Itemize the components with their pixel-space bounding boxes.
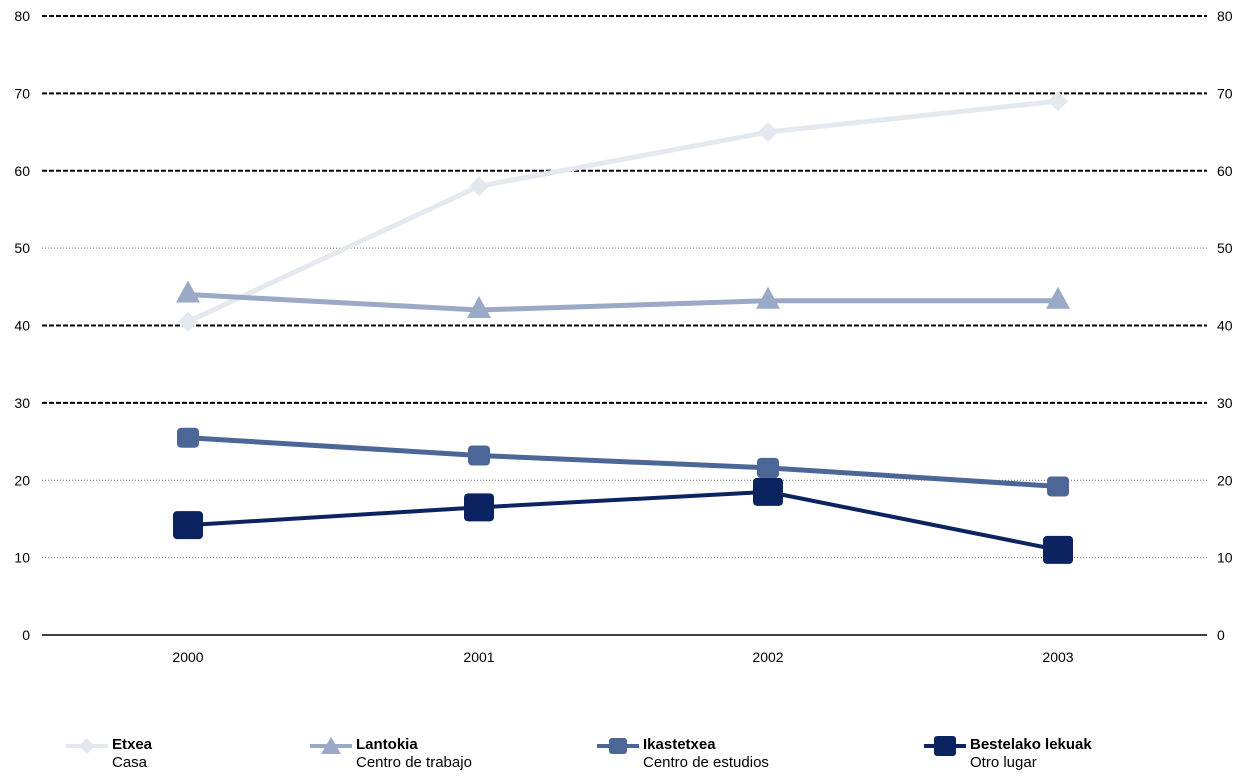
- data-point-2002: [756, 286, 780, 309]
- y-tick-right-30: 30: [1217, 395, 1233, 411]
- legend-item-lantokia: Lantokia Centro de trabajo: [308, 736, 548, 776]
- y-tick-right-70: 70: [1217, 85, 1233, 101]
- data-point-2003: [1047, 476, 1069, 497]
- legend-marker-diamond-icon: [66, 738, 108, 754]
- legend-marker-triangle-icon: [310, 737, 352, 754]
- legend-item-ikastetxea: Ikastetxea Centro de estudios: [595, 736, 855, 776]
- y-tick-left-80: 80: [14, 8, 30, 24]
- y-tick-left-0: 0: [22, 627, 30, 643]
- y-tick-right-0: 0: [1217, 627, 1225, 643]
- legend: Etxea Casa Lantokia Centro de trabajo Ik…: [0, 730, 1245, 779]
- series-etxea: [178, 91, 1068, 332]
- legend-subname: Centro de trabajo: [356, 754, 472, 771]
- x-tick-2001: 2001: [463, 649, 494, 665]
- y-tick-left-20: 20: [14, 472, 30, 488]
- legend-subname: Centro de estudios: [643, 754, 769, 771]
- y-tick-right-40: 40: [1217, 318, 1233, 334]
- y-tick-right-50: 50: [1217, 240, 1233, 256]
- legend-subname: Otro lugar: [970, 754, 1037, 771]
- data-point-2001: [467, 296, 491, 319]
- gridlines: [42, 15, 1207, 559]
- y-tick-right-20: 20: [1217, 472, 1233, 488]
- series-lantokia: [176, 280, 1070, 319]
- series-line: [187, 489, 1059, 552]
- legend-marker-square-icon: [597, 738, 639, 754]
- data-point-2001: [468, 445, 490, 466]
- line-chart: 0 0 10 10 20 20 30 30 40 40 50 50 60 60 70 70 80 80 2000 20…: [14, 8, 1232, 665]
- y-tick-left-70: 70: [14, 85, 30, 101]
- series-line: [187, 435, 1059, 489]
- data-point-2002: [753, 477, 783, 506]
- x-tick-2002: 2002: [752, 649, 783, 665]
- data-point-2003: [1046, 286, 1070, 309]
- y-tick-right-80: 80: [1217, 8, 1233, 24]
- data-point-2001: [464, 493, 494, 522]
- series: [173, 91, 1073, 564]
- legend-name: Etxea: [112, 736, 153, 753]
- series-line: [187, 292, 1058, 313]
- legend-subname: Casa: [112, 754, 148, 771]
- tick-labels: 0 0 10 10 20 20 30 30 40 40 50 50 60 60 70 70 80 80 2000 20…: [14, 8, 1232, 665]
- x-tick-2003: 2003: [1042, 649, 1073, 665]
- legend-name: Bestelako lekuak: [970, 736, 1092, 753]
- data-point-2000: [173, 511, 203, 540]
- legend-item-etxea: Etxea Casa: [64, 736, 264, 776]
- series-line: [186, 98, 1059, 324]
- data-point-2003: [1048, 91, 1068, 112]
- data-point-2003: [1043, 535, 1073, 564]
- y-tick-left-30: 30: [14, 395, 30, 411]
- y-tick-left-40: 40: [14, 318, 30, 334]
- data-point-2001: [469, 176, 489, 197]
- data-point-2002: [757, 457, 779, 478]
- data-point-2000: [176, 280, 200, 303]
- data-point-2002: [758, 122, 778, 143]
- legend-marker-square-large-icon: [924, 736, 966, 756]
- y-tick-right-60: 60: [1217, 163, 1233, 179]
- data-point-2000: [177, 427, 199, 448]
- legend-name: Ikastetxea: [643, 736, 716, 753]
- y-tick-left-50: 50: [14, 240, 30, 256]
- legend-name: Lantokia: [356, 736, 418, 753]
- legend-item-bestelako-lekuak: Bestelako lekuak Otro lugar: [922, 736, 1182, 776]
- y-tick-right-10: 10: [1217, 550, 1233, 566]
- series-bestelako-lekuak: [173, 477, 1073, 564]
- series-ikastetxea: [177, 427, 1069, 497]
- y-tick-left-10: 10: [14, 550, 30, 566]
- x-tick-2000: 2000: [172, 649, 203, 665]
- y-tick-left-60: 60: [14, 163, 30, 179]
- data-point-2000: [178, 311, 198, 332]
